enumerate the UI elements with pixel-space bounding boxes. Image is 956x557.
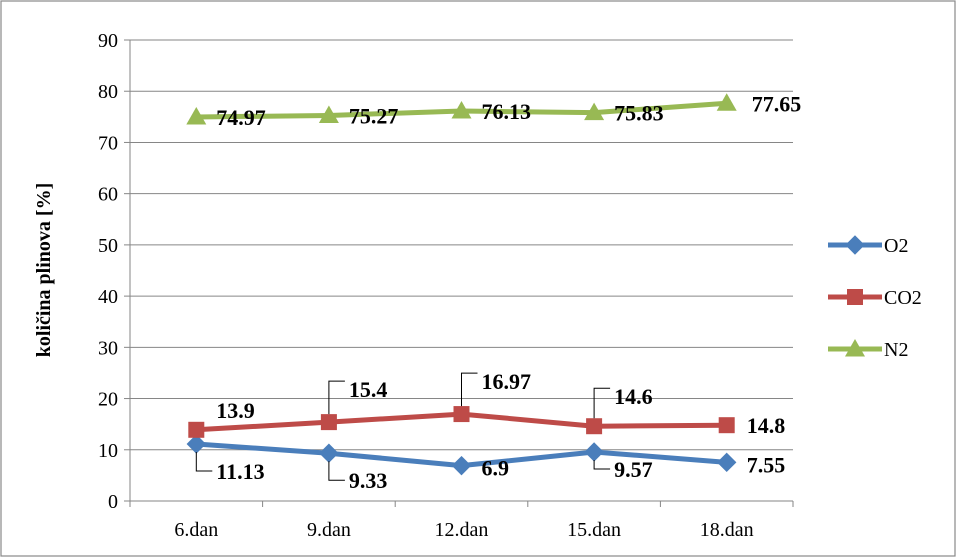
series (186, 93, 737, 476)
data-label-o2: 6.9 (482, 456, 510, 481)
y-tick-label: 90 (98, 30, 118, 52)
data-label-co2: 14.6 (614, 384, 653, 409)
data-label-o2: 9.57 (614, 457, 653, 482)
label-leader-co2 (328, 380, 345, 415)
x-tick-label: 12.dan (435, 519, 489, 541)
x-tick-label: 18.dan (700, 519, 754, 541)
data-labels: 11.13 9.33 6.9 9.57 7.55 13.9 15.4 16.97 14.6 14.… (195, 91, 802, 493)
y-tick-label: 60 (98, 184, 118, 206)
legend-label-n2: N2 (884, 339, 908, 361)
data-point-co2 (188, 421, 205, 438)
data-label-co2: 16.97 (482, 369, 532, 394)
data-point-n2 (318, 105, 339, 123)
data-point-n2 (584, 102, 605, 121)
data-point-o2 (716, 452, 737, 473)
y-tick-label: 30 (98, 337, 118, 359)
label-leader-co2 (593, 387, 611, 419)
data-point-n2 (186, 106, 207, 125)
y-tick-label: 70 (98, 132, 118, 154)
legend-label-co2: CO2 (884, 287, 922, 309)
legend-marker-co2 (847, 289, 863, 305)
data-label-o2: 9.33 (349, 468, 388, 493)
y-tick-label: 10 (98, 440, 118, 462)
data-label-co2: 15.4 (349, 377, 388, 402)
label-leader-co2 (461, 372, 478, 407)
data-label-o2: 11.13 (216, 459, 264, 484)
data-label-n2: 75.83 (614, 101, 664, 126)
label-leader-o2 (593, 459, 611, 470)
legend: O2 CO2 N2 (828, 235, 922, 361)
x-tick-label: 9.dan (307, 519, 351, 541)
data-label-co2: 14.8 (747, 413, 786, 438)
data-label-n2: 77.65 (752, 91, 802, 116)
y-tick-label: 0 (108, 491, 118, 513)
x-tick-label: 15.dan (567, 519, 621, 541)
data-label-n2: 76.13 (482, 99, 532, 124)
x-tick-label: 6.dan (174, 519, 218, 541)
data-label-co2: 13.9 (216, 398, 255, 423)
legend-marker-o2 (845, 235, 865, 255)
label-leader-o2 (328, 461, 345, 481)
y-axis-title: količina plinova [%] (33, 183, 55, 357)
y-tick-label: 80 (98, 81, 118, 103)
y-tick-label: 20 (98, 389, 118, 411)
data-point-co2 (586, 418, 603, 435)
data-label-n2: 74.97 (216, 105, 265, 130)
legend-label-o2: O2 (884, 235, 908, 257)
y-tick-label: 40 (98, 286, 118, 308)
data-point-co2 (320, 414, 337, 431)
y-tick-label: 50 (98, 235, 118, 257)
label-leader-o2 (195, 451, 213, 472)
data-point-o2 (451, 455, 472, 476)
data-point-n2 (716, 93, 737, 111)
data-label-o2: 7.55 (747, 452, 786, 477)
legend-marker-n2 (845, 339, 865, 357)
axes: 0 10 20 30 40 50 60 70 80 90 6.dan 9.dan 12.dan 15.da… (98, 30, 794, 541)
gridlines (130, 39, 793, 451)
data-label-n2: 75.27 (349, 103, 399, 128)
data-point-co2 (718, 417, 735, 434)
data-point-co2 (453, 406, 470, 423)
data-point-n2 (451, 101, 472, 119)
